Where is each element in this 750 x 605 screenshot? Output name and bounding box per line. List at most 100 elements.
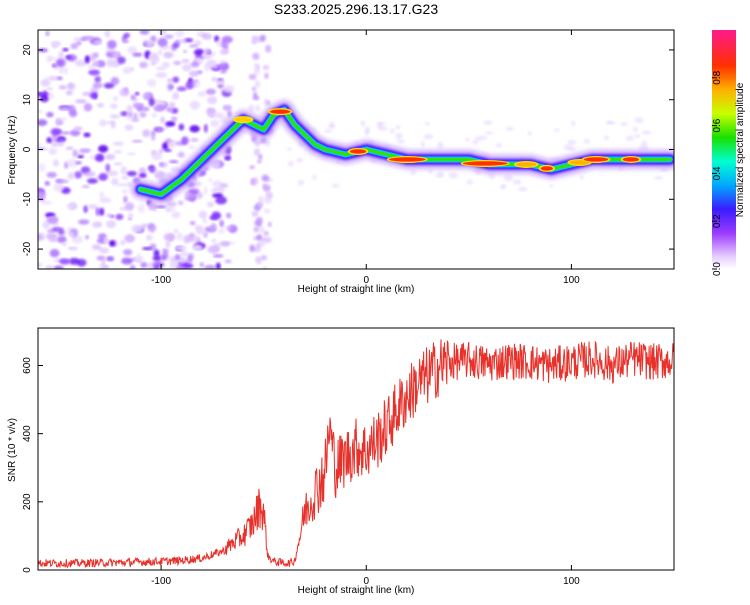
noise-blob <box>99 197 112 204</box>
noise-blob <box>56 58 67 68</box>
noise-blob <box>129 264 136 269</box>
noise-blob <box>131 224 144 233</box>
noise-blob <box>263 231 269 237</box>
noise-blob <box>69 109 78 118</box>
noise-blob <box>40 200 52 205</box>
noise-blob <box>81 184 90 189</box>
noise-blob <box>166 107 174 113</box>
noise-blob <box>255 105 261 112</box>
noise-blob <box>483 120 493 125</box>
ridge-hotspot <box>462 161 508 166</box>
noise-blob <box>155 71 168 79</box>
noise-blob <box>169 261 180 269</box>
noise-blob <box>189 220 196 226</box>
noise-blob <box>58 117 68 121</box>
spectrogram-xtick-label: 100 <box>563 275 580 286</box>
noise-blob <box>45 30 50 37</box>
noise-blob <box>110 77 120 86</box>
noise-blob <box>248 73 257 80</box>
noise-blob <box>69 129 81 137</box>
spectrogram-xlabel: Height of straight line (km) <box>298 284 415 295</box>
noise-blob <box>98 172 108 181</box>
noise-blob <box>38 109 44 114</box>
noise-blob <box>110 120 116 129</box>
noise-blob <box>641 130 652 135</box>
noise-blob <box>143 40 148 47</box>
noise-blob <box>512 179 522 185</box>
noise-blob <box>265 139 271 147</box>
spectrogram-xtick-label: 0 <box>363 275 369 286</box>
noise-blob <box>51 227 64 232</box>
noise-blob <box>187 254 193 264</box>
noise-blob <box>75 160 82 165</box>
ridge-hotspot <box>622 157 640 162</box>
noise-blob <box>156 66 167 71</box>
noise-blob <box>222 104 233 111</box>
noise-blob <box>179 38 187 44</box>
noise-blob <box>216 39 223 47</box>
noise-blob <box>185 81 196 90</box>
noise-blob <box>517 187 528 192</box>
noise-blob <box>98 247 110 254</box>
noise-blob <box>122 195 128 203</box>
noise-blob <box>181 136 189 146</box>
noise-blob <box>223 85 235 94</box>
noise-blob <box>101 257 106 266</box>
noise-blob <box>78 219 90 225</box>
snr-ytick-label: 400 <box>22 425 33 442</box>
noise-blob <box>53 265 64 269</box>
noise-blob <box>262 266 268 269</box>
noise-blob <box>250 178 259 186</box>
noise-blob <box>112 95 119 102</box>
noise-blob <box>653 176 664 180</box>
noise-blob <box>254 139 261 147</box>
noise-blob <box>163 233 176 241</box>
noise-blob <box>67 83 75 89</box>
noise-blob <box>224 225 233 231</box>
noise-blob <box>423 133 434 140</box>
noise-blob <box>86 178 98 184</box>
noise-blob <box>38 119 48 126</box>
noise-blob <box>410 169 417 176</box>
noise-blob <box>177 151 185 158</box>
noise-blob <box>98 263 108 269</box>
ridge-hotspot <box>516 162 537 167</box>
snr-xlabel: Height of straight line (km) <box>298 585 415 596</box>
noise-blob <box>155 205 167 209</box>
noise-blob <box>83 103 93 112</box>
snr-line <box>38 339 674 569</box>
noise-blob <box>166 82 174 92</box>
noise-blob <box>91 244 102 251</box>
noise-blob <box>56 76 63 81</box>
spectrogram-ytick-label: 10 <box>22 94 33 106</box>
noise-blob <box>69 232 75 238</box>
noise-blob <box>71 235 83 244</box>
noise-blob <box>211 160 221 169</box>
noise-blob <box>122 189 128 194</box>
noise-blob <box>44 181 50 186</box>
noise-blob <box>124 124 134 131</box>
noise-blob <box>160 116 166 124</box>
noise-blob <box>87 204 98 210</box>
noise-blob <box>137 204 146 213</box>
noise-blob <box>253 226 260 233</box>
noise-blob <box>205 88 216 95</box>
noise-blob <box>75 99 87 104</box>
noise-blob <box>59 106 71 112</box>
noise-blob <box>131 139 143 143</box>
ridge-hotspot <box>388 157 426 162</box>
noise-blob <box>312 174 317 181</box>
noise-blob <box>163 51 174 59</box>
noise-blob <box>172 92 180 100</box>
noise-blob <box>173 228 179 234</box>
noise-blob <box>288 160 294 167</box>
noise-blob <box>567 139 577 146</box>
noise-blob <box>435 172 444 178</box>
noise-blob <box>147 78 157 88</box>
spectrogram-ytick-label: -20 <box>22 241 33 256</box>
noise-blob <box>165 239 171 248</box>
noise-blob <box>193 181 202 187</box>
noise-blob <box>74 171 83 179</box>
noise-blob <box>219 241 231 246</box>
